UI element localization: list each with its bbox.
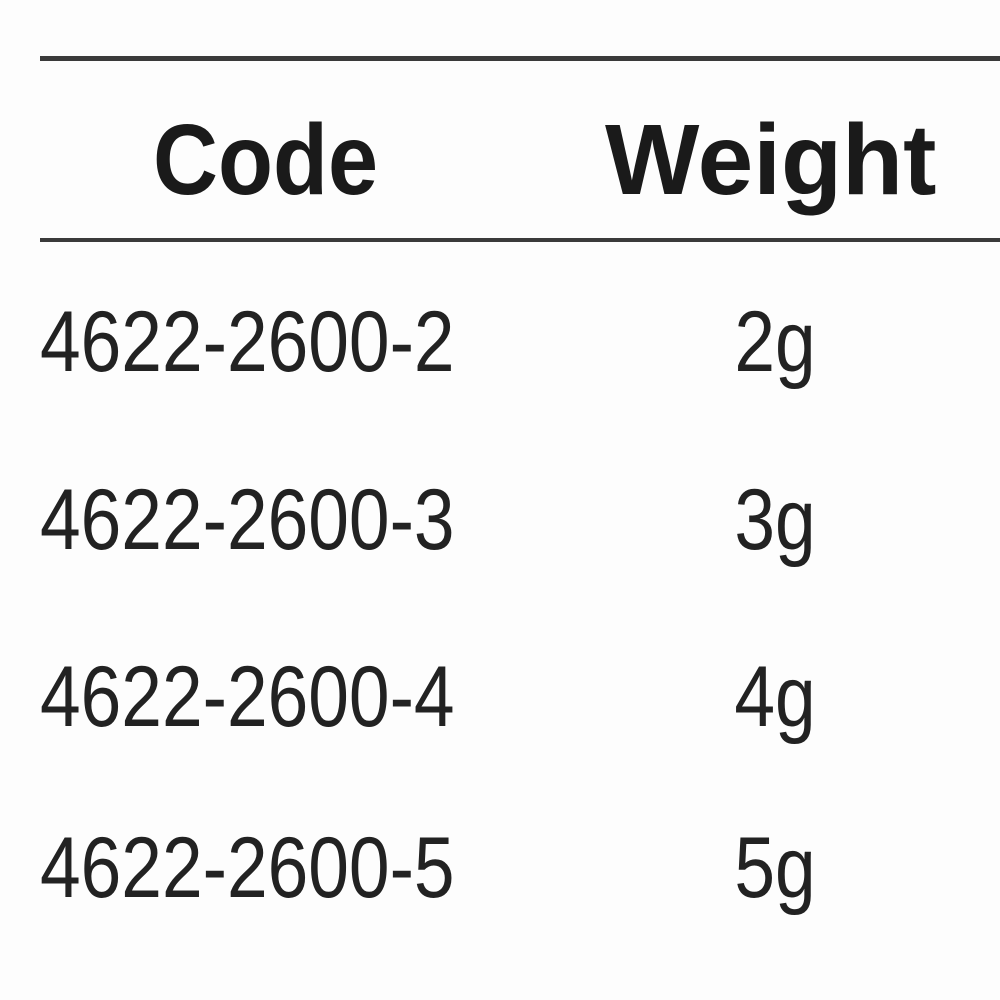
- code-cell: 4622-2600-2: [40, 294, 455, 390]
- header-rule: [40, 238, 1000, 242]
- code-cell: 4622-2600-5: [40, 820, 455, 916]
- code-cell: 4622-2600-4: [40, 649, 455, 745]
- weight-cell: 3g: [734, 472, 816, 568]
- table-row: 4622-2600-3 3g: [0, 470, 1000, 570]
- weight-cell: 5g: [734, 820, 816, 916]
- header-weight: Weight: [605, 104, 937, 216]
- table-row: 4622-2600-5 5g: [0, 818, 1000, 918]
- table-row: 4622-2600-4 4g: [0, 647, 1000, 747]
- code-cell: 4622-2600-3: [40, 472, 455, 568]
- weight-cell: 4g: [734, 649, 816, 745]
- table-row: 4622-2600-2 2g: [0, 292, 1000, 392]
- header-code: Code: [153, 104, 378, 216]
- weight-cell: 2g: [734, 294, 816, 390]
- top-rule: [40, 56, 1000, 61]
